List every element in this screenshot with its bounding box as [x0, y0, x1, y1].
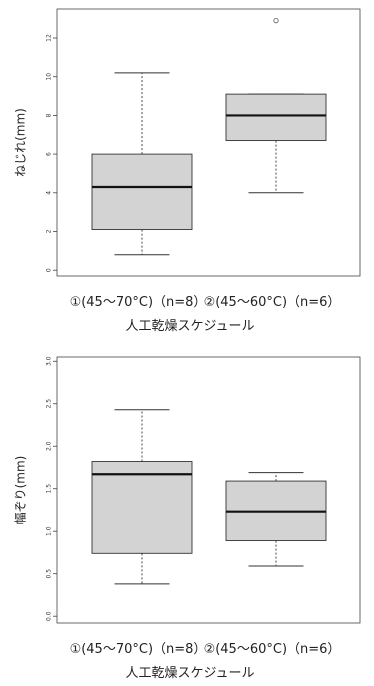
category-label: ②(45〜60°C)（n=6）	[204, 295, 341, 310]
y-tick-label: 2	[46, 229, 53, 233]
chart-1: 0 2 4 6 8 10 12 ねじれ(mm) ①(45〜70°C)（n=8）②(45〜60°C…	[14, 8, 361, 334]
x-axis-label: 人工乾燥スケジュール	[125, 666, 254, 681]
y-tick-label: 0.5	[46, 569, 53, 579]
plot-frame	[56, 8, 361, 277]
y-tick-label: 0	[46, 268, 53, 272]
category-label: ②(45〜60°C)（n=6）	[204, 642, 341, 657]
chart-2: 0.0 0.5 1.0 1.5 2.0 2.5 3.0 幅ぞり(mm) ①(45〜70°C)（n…	[13, 356, 361, 681]
y-tick-label: 12	[46, 34, 53, 42]
box-1: ①(45〜70°C)（n=8）	[70, 72, 207, 310]
box-body	[91, 153, 193, 231]
y-tick-label: 6	[46, 152, 53, 156]
category-label: ①(45〜70°C)（n=8）	[70, 642, 207, 657]
y-tick-label: 10	[46, 73, 53, 81]
y-tick-label: 3.0	[46, 356, 53, 366]
y-tick-label: 4	[46, 191, 53, 195]
box-2: ②(45〜60°C)（n=6）	[204, 472, 341, 657]
y-tick-label: 2.5	[46, 399, 53, 409]
plot-frame	[56, 356, 361, 624]
y-tick-label: 2.0	[46, 441, 53, 451]
outlier-point	[273, 18, 279, 24]
x-axis-label: 人工乾燥スケジュール	[125, 319, 254, 334]
y-tick-label: 1.5	[46, 484, 53, 494]
box-body	[91, 461, 193, 554]
y-tick-label: 0.0	[46, 611, 53, 621]
y-axis-label: ねじれ(mm)	[14, 108, 28, 177]
box-2: ②(45〜60°C)（n=6）	[204, 18, 341, 310]
y-tick-label: 1.0	[46, 526, 53, 536]
box-1: ①(45〜70°C)（n=8）	[70, 409, 207, 657]
y-tick-label: 8	[46, 113, 53, 117]
category-label: ①(45〜70°C)（n=8）	[70, 295, 207, 310]
box-body	[225, 93, 327, 142]
y-axis-label: 幅ぞり(mm)	[13, 456, 28, 525]
